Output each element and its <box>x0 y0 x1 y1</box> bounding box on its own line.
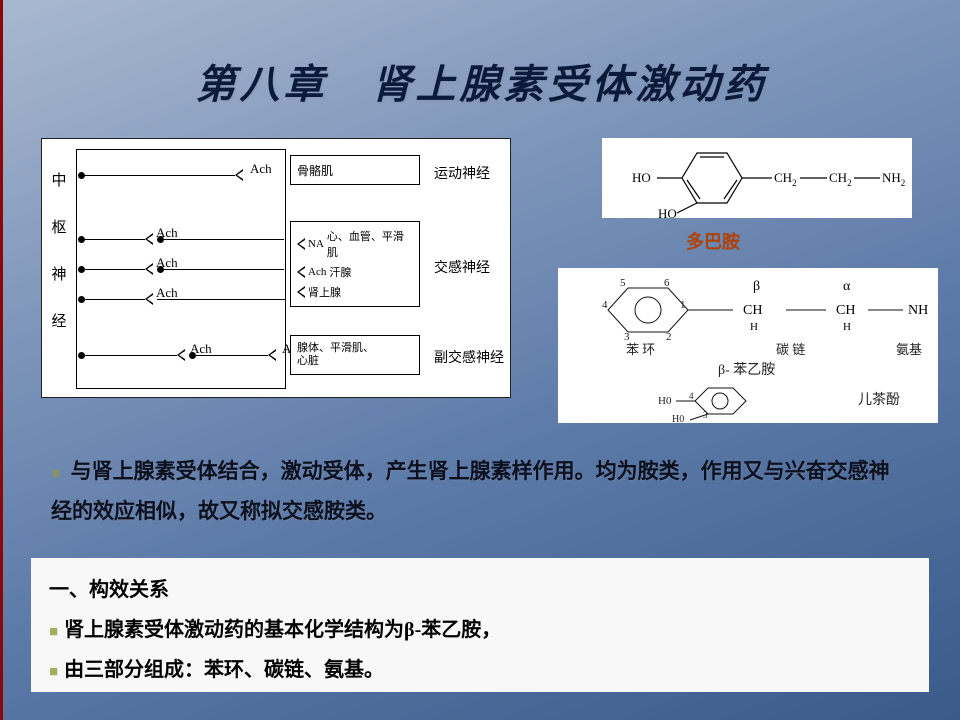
atom-label: CH <box>836 303 855 318</box>
neurotrans-label: Ach <box>156 225 178 241</box>
nerve-row-motor <box>78 167 243 183</box>
atom-label: H <box>750 321 758 333</box>
bullet-marker-icon: ■ <box>49 624 58 640</box>
target-text: 腺体、平滑肌、 心脏 <box>297 342 374 368</box>
nerve-row-symp: Ach <box>78 231 284 247</box>
part-label: 碳 链 <box>776 342 805 357</box>
structure-relationship-panel: 一、构效关系 ■ 肾上腺素受体激动药的基本化学结构为β-苯乙胺， ■ 由三部分组成：… <box>31 558 929 692</box>
compound-name: β- 苯乙胺 <box>718 361 775 378</box>
cns-label-vertical: 中 枢 神 经 <box>48 169 70 331</box>
nerve-type-label: 运动神经 <box>434 163 490 183</box>
ring-pos: 4 <box>602 299 608 311</box>
nerve-row-parasymp: Ach Ach <box>78 347 276 363</box>
nerve-row-symp: Ach <box>78 261 284 277</box>
main-description: ■与肾上腺素受体结合，激动受体，产生肾上腺素样作用。均为胺类，作用又与兴奋交感神… <box>51 452 900 532</box>
neurotrans-label: Ach <box>156 285 178 301</box>
panel-line: ■ 肾上腺素受体激动药的基本化学结构为β-苯乙胺， <box>49 610 911 650</box>
atom-label: NH2 <box>882 170 905 188</box>
neurotrans-label: Ach <box>156 255 178 271</box>
panel-line: ■ 由三部分组成：苯环、碳链、氨基。 <box>49 650 911 690</box>
neurotrans-label: Ach <box>250 161 272 177</box>
atom-label: HO <box>632 170 651 185</box>
neurotrans-label: Ach <box>190 341 212 357</box>
atom-label: CH2 <box>774 170 797 188</box>
sympathetic-targets-box: NA 心、血管、平滑肌 Ach 汗腺 肾上腺 <box>290 221 420 307</box>
dopamine-structure: HO HO CH2 CH2 NH2 <box>602 138 912 218</box>
target-text: 汗腺 <box>329 264 351 280</box>
part-label: 苯 环 <box>626 342 655 357</box>
greek: β <box>753 279 760 294</box>
main-bullet-text: 与肾上腺素受体结合，激动受体，产生肾上腺素样作用。均为胺类，作用又与兴奋交感神经… <box>51 459 890 523</box>
dopamine-caption: 多巴胺 <box>686 228 740 254</box>
greek: α <box>843 279 851 294</box>
svg-text:3: 3 <box>703 410 708 420</box>
neurotrans-label: NA <box>308 238 324 250</box>
ring-pos: 6 <box>664 277 670 289</box>
nerve-type-label: 副交感神经 <box>434 347 504 367</box>
cns-char: 经 <box>51 310 66 331</box>
target-text: 肾上腺 <box>308 284 341 300</box>
panel-text: 由三部分组成：苯环、碳链、氨基。 <box>64 659 384 681</box>
slide-title: 第八章 肾上腺素受体激动药 <box>3 52 960 110</box>
svg-text:4: 4 <box>689 391 694 401</box>
bullet-marker-icon: ■ <box>51 465 61 482</box>
bullet-marker-icon: ■ <box>49 664 58 680</box>
neurotrans-label: Ach <box>308 266 326 278</box>
section-heading: 一、构效关系 <box>49 570 911 610</box>
atom-label: H0 <box>658 395 672 407</box>
cns-char: 神 <box>51 263 66 284</box>
atom-label: HO <box>658 206 677 218</box>
target-box: 骨骼肌 <box>290 155 420 185</box>
nerve-system-diagram: 中 枢 神 经 Ach 骨骼肌 NA 心、血管、平滑肌 Ach 汗腺 肾上腺 A… <box>41 138 511 398</box>
panel-text: 肾上腺素受体激动药的基本化学结构为β-苯乙胺， <box>64 619 501 641</box>
part-label: 氨基 <box>896 342 922 357</box>
atom-label: CH2 <box>829 170 852 188</box>
nerve-type-label: 交感神经 <box>434 257 490 277</box>
atom-label: NH <box>908 303 928 318</box>
atom-label: H0 <box>672 414 684 423</box>
target-text: 骨骼肌 <box>297 162 333 179</box>
cns-char: 中 <box>51 169 66 190</box>
atom-label: CH <box>743 303 762 318</box>
phenylethylamine-structure: 1 2 3 4 5 6 β α CH CH NH H H 苯 环 碳 链 氨基 … <box>558 268 938 423</box>
catechol-label: 儿茶酚 <box>858 392 900 408</box>
ring-pos: 2 <box>666 331 672 343</box>
atom-label: H <box>843 321 851 333</box>
ring-pos: 5 <box>620 277 626 289</box>
cns-char: 枢 <box>51 216 66 237</box>
ring-pos: 1 <box>680 299 686 311</box>
target-text: 心、血管、平滑肌 <box>327 228 413 260</box>
nerve-row-symp: Ach <box>78 291 285 307</box>
target-box: 腺体、平滑肌、 心脏 <box>290 335 420 375</box>
